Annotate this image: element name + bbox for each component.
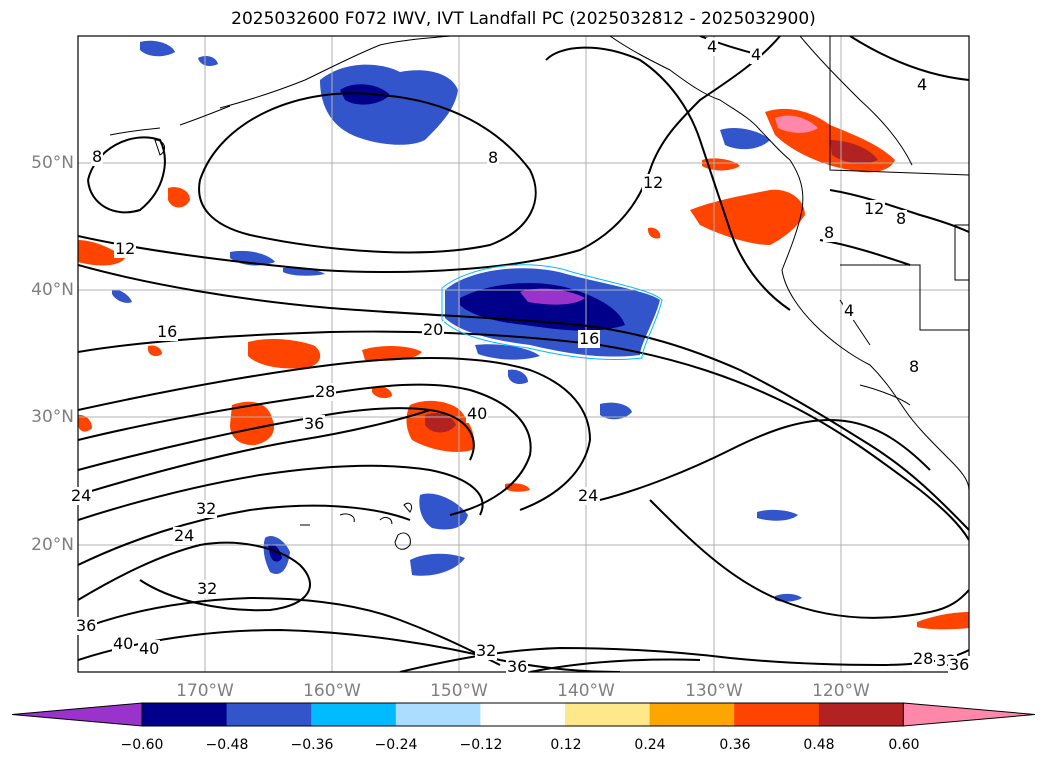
contour-label: 4 (706, 37, 719, 56)
contour-label: 8 (91, 147, 104, 166)
contour-label: 12 (114, 239, 137, 258)
colorbar (11, 702, 1036, 727)
colorbar-swatch (480, 703, 566, 726)
contour-label: 24 (173, 526, 196, 545)
contour-label: 32 (475, 641, 498, 660)
contour-label: 4 (916, 75, 929, 94)
colorbar-tick: −0.48 (205, 737, 249, 753)
ivt-outline (441, 264, 663, 361)
lon-label-160w: 160°W (303, 681, 361, 701)
contour-label: 32 (196, 579, 219, 598)
contour-label: 32 (195, 499, 218, 518)
map-title: 2025032600 F072 IWV, IVT Landfall PC (20… (231, 9, 816, 29)
contour-label: 40 (138, 639, 161, 658)
contour-label: 40 (112, 634, 135, 653)
contour-label: 4 (843, 301, 856, 320)
lon-label-170w: 170°W (176, 681, 234, 701)
contour-label: 36 (303, 414, 326, 433)
colorbar-swatch (565, 703, 651, 726)
contour-label: 16 (156, 322, 179, 341)
colorbar-tick: 0.36 (719, 737, 751, 753)
contour-label: 12 (863, 199, 886, 218)
contour-label: 36 (75, 616, 98, 635)
colorbar-swatch (142, 703, 228, 726)
colorbar-tick: 0.12 (550, 737, 582, 753)
contour-label: 40 (466, 404, 489, 423)
colorbar-swatch (649, 703, 735, 726)
colorbar-extend-right (902, 702, 1036, 727)
contour-label: 36 (948, 655, 971, 674)
lon-label-150w: 150°W (430, 681, 488, 701)
map-panel (78, 36, 969, 672)
colorbar-tick: −0.12 (459, 737, 503, 753)
contour-label: 20 (422, 320, 445, 339)
contour-label: 8 (487, 148, 500, 167)
colorbar-swatch (311, 703, 397, 726)
contour-label: 28 (912, 649, 935, 668)
contour-label: 24 (577, 486, 600, 505)
contour-label: 12 (642, 173, 665, 192)
contour-label: 28 (314, 382, 337, 401)
colorbar-swatch (818, 703, 904, 726)
contour-label: 24 (70, 486, 93, 505)
lat-label-50n: 50°N (31, 153, 74, 173)
iwv-contours (78, 36, 969, 672)
colorbar-tick: 0.24 (634, 737, 666, 753)
contour-label: 8 (908, 357, 921, 376)
lon-label-130w: 130°W (685, 681, 743, 701)
contour-label: 8 (823, 223, 836, 242)
lat-label-40n: 40°N (31, 280, 74, 300)
lat-label-30n: 30°N (31, 407, 74, 427)
contour-label: 36 (506, 657, 529, 676)
contour-label: 4 (750, 45, 763, 64)
colorbar-frame (141, 702, 904, 727)
colorbar-tick: −0.36 (290, 737, 334, 753)
colorbar-swatch (734, 703, 820, 726)
colorbar-swatch (226, 703, 312, 726)
coastline (109, 36, 969, 550)
colorbar-tick: −0.60 (120, 737, 164, 753)
colorbar-swatch (395, 703, 481, 726)
colorbar-tick: 0.60 (888, 737, 920, 753)
colorbar-tick: 0.48 (803, 737, 835, 753)
lat-label-20n: 20°N (31, 535, 74, 555)
colorbar-extend-left (11, 702, 143, 727)
contour-label: 8 (895, 209, 908, 228)
lon-label-120w: 120°W (812, 681, 870, 701)
lon-label-140w: 140°W (557, 681, 615, 701)
contour-label: 16 (578, 329, 601, 348)
colorbar-tick: −0.24 (374, 737, 418, 753)
